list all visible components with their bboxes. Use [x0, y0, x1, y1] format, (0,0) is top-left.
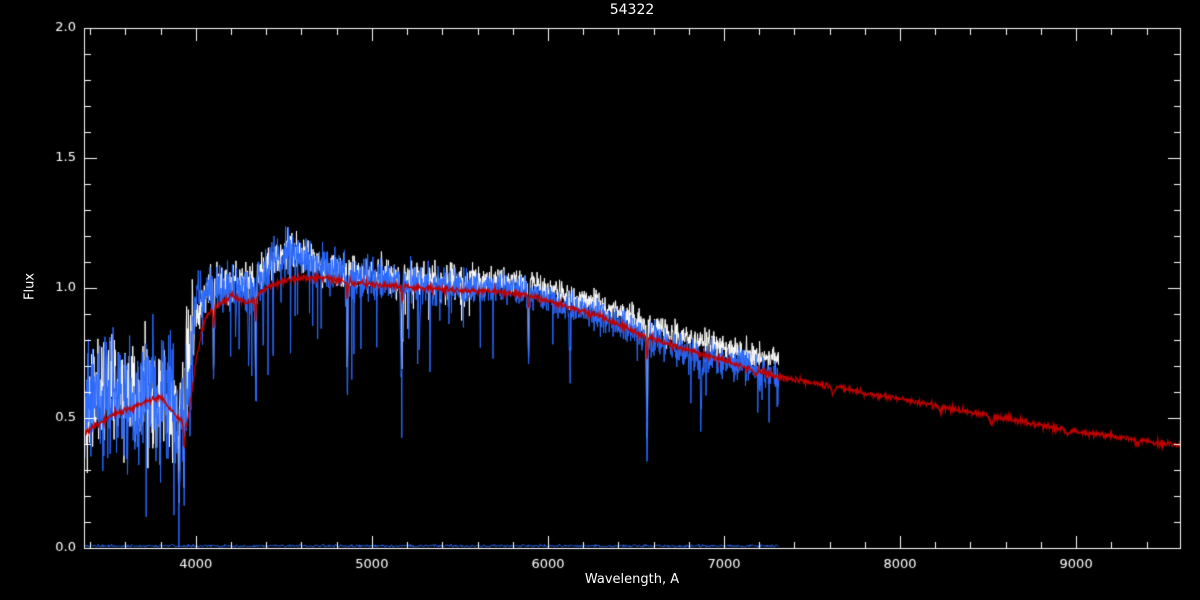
y-axis-label: Flux — [22, 272, 38, 301]
chart-title: 54322 — [609, 2, 655, 18]
x-axis-label: Wavelength, A — [584, 572, 680, 587]
